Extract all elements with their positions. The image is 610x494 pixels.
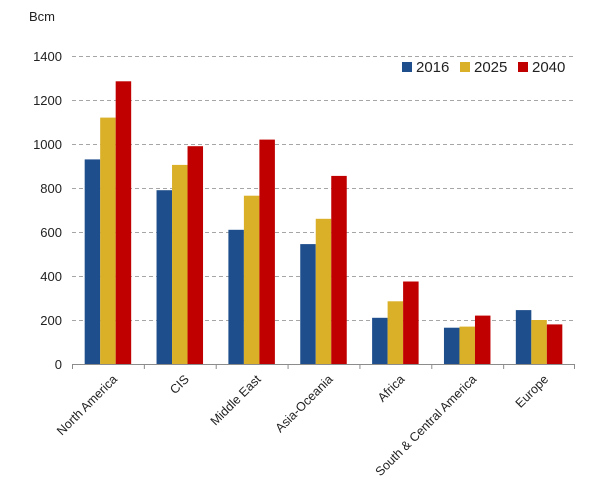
legend-swatch xyxy=(402,62,412,72)
bar xyxy=(372,317,388,364)
legend-label: 2016 xyxy=(416,59,449,76)
bar xyxy=(531,320,547,364)
bar xyxy=(443,327,460,364)
legend: 2016 2025 2040 xyxy=(402,59,565,76)
category-label: Asia-Oceania xyxy=(273,372,336,435)
category-label: Middle East xyxy=(208,372,264,428)
y-axis-unit-label: Bcm xyxy=(29,9,55,24)
bar xyxy=(115,81,132,365)
bar xyxy=(259,139,275,364)
bar xyxy=(243,195,260,364)
legend-label: 2025 xyxy=(474,59,507,76)
bar xyxy=(387,301,404,364)
bar xyxy=(315,218,332,364)
bar xyxy=(546,324,563,364)
bar xyxy=(228,229,244,364)
y-tick-label: 200 xyxy=(40,313,62,328)
category-labels: North America CIS Middle East Asia-Oceania A… xyxy=(54,372,551,479)
bar xyxy=(187,146,204,364)
legend-label: 2040 xyxy=(532,59,565,76)
y-axis-ticks: 0 200 400 600 800 1000 1200 1400 xyxy=(33,49,62,372)
category-label: Europe xyxy=(513,372,551,410)
y-tick-label: 400 xyxy=(40,269,62,284)
legend-swatch xyxy=(518,62,528,72)
y-tick-label: 0 xyxy=(55,357,62,372)
y-tick-label: 1200 xyxy=(33,93,62,108)
bar xyxy=(300,244,316,364)
y-tick-label: 1400 xyxy=(33,49,62,64)
y-tick-label: 800 xyxy=(40,181,62,196)
y-tick-label: 1000 xyxy=(33,137,62,152)
y-tick-label: 600 xyxy=(40,225,62,240)
bar xyxy=(403,281,419,364)
bar xyxy=(84,159,101,364)
bar xyxy=(515,310,532,364)
x-axis-ticks xyxy=(72,364,575,369)
bar xyxy=(100,117,116,364)
category-label: North America xyxy=(54,372,120,438)
bar xyxy=(156,190,173,364)
bar xyxy=(172,164,188,364)
bar xyxy=(459,326,475,364)
category-label: CIS xyxy=(167,372,192,397)
legend-swatch xyxy=(460,62,470,72)
bar xyxy=(331,175,347,364)
bars xyxy=(84,81,563,365)
bar xyxy=(474,315,491,364)
category-label: Africa xyxy=(375,372,408,405)
